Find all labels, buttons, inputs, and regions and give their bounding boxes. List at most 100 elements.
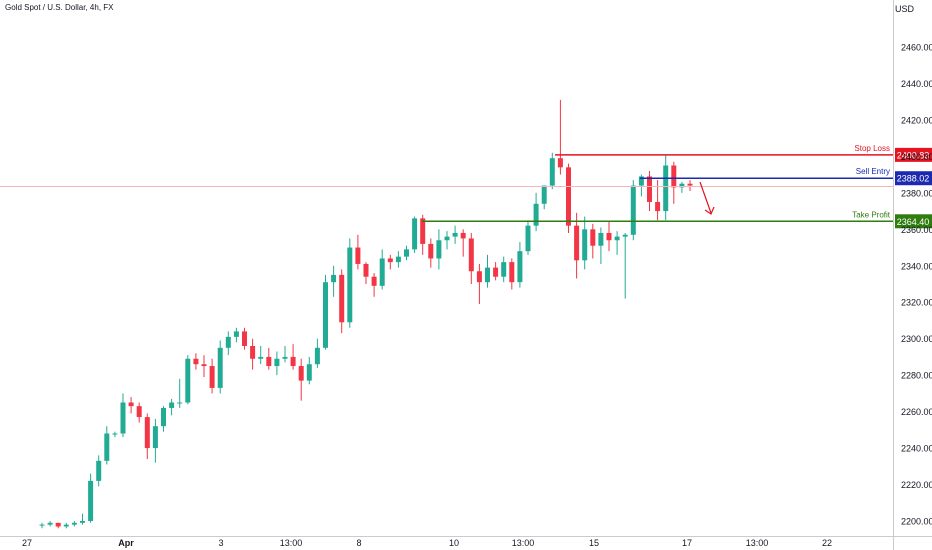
candle (371, 273, 377, 297)
y-tick-label: 2320.00 (901, 298, 932, 308)
candle-body (622, 234, 628, 237)
candle (63, 522, 69, 529)
candle-body (306, 364, 312, 381)
candle (306, 356, 312, 385)
candle-body (590, 229, 596, 246)
candle (404, 245, 409, 261)
candle-body (136, 406, 142, 418)
candle-body (161, 407, 166, 427)
candle (331, 265, 337, 297)
candle-body (436, 240, 442, 259)
candle-body (152, 426, 158, 449)
candle (209, 358, 215, 394)
sell-entry-price-tag (895, 171, 932, 186)
candle-body (242, 331, 247, 346)
candle-body (395, 256, 401, 263)
candle (444, 231, 450, 250)
y-tick-label: 2460.00 (901, 43, 932, 53)
candle-body (517, 251, 523, 283)
chart-title: Gold Spot / U.S. Dollar, 4h, FX (5, 3, 114, 12)
candles-layer (39, 99, 693, 529)
candle-body (177, 402, 183, 404)
candle (590, 223, 596, 259)
y-tick-label: 2440.00 (901, 79, 932, 89)
y-tick-label: 2240.00 (901, 444, 932, 454)
take-profit-price-tag (895, 214, 932, 229)
candle (541, 185, 547, 210)
candle-body (298, 366, 304, 381)
x-tick-label: Apr (118, 538, 134, 548)
candle-body (566, 167, 571, 226)
candle (460, 229, 466, 257)
candle (323, 274, 328, 350)
x-tick-label: 13:00 (512, 538, 535, 548)
candle-body (412, 218, 418, 250)
candle-body (233, 331, 239, 337)
candle-body (476, 271, 482, 283)
candle (557, 99, 563, 175)
candle-body (444, 236, 450, 241)
y-tick-label: 2340.00 (901, 261, 932, 271)
candle (47, 521, 53, 527)
x-tick-label: 10 (449, 538, 459, 548)
candle-body (509, 262, 515, 283)
candle (485, 254, 490, 288)
candle-body (549, 158, 555, 186)
candle-body (55, 522, 61, 527)
candle (347, 238, 353, 328)
candle (71, 521, 77, 527)
candle (493, 262, 499, 281)
candle-body (185, 358, 191, 403)
candle (647, 170, 652, 212)
x-tick-label: 27 (22, 538, 32, 548)
candle-body (468, 238, 474, 272)
candle-body (274, 358, 280, 367)
candle-body (630, 185, 636, 235)
candle (687, 180, 693, 192)
candle-body (266, 356, 272, 367)
candle-body (225, 336, 231, 348)
y-tick-label: 2380.00 (901, 188, 932, 198)
candle-body (557, 158, 563, 168)
candle-body (420, 218, 426, 244)
candle (144, 413, 150, 460)
candle-body (88, 480, 94, 521)
candle (509, 258, 515, 290)
candle-body (428, 243, 434, 259)
candle (671, 161, 677, 204)
candle-body (638, 176, 644, 186)
candle (679, 181, 685, 193)
y-tick-label: 2200.00 (901, 517, 932, 527)
candle (582, 216, 588, 270)
candle-body (460, 232, 466, 239)
candle (566, 163, 571, 233)
candle (152, 418, 158, 463)
candle-body (671, 165, 677, 188)
candle (80, 513, 85, 525)
candle (574, 212, 580, 279)
candle-body (258, 356, 264, 359)
candle (436, 229, 442, 270)
candle (468, 232, 474, 284)
candle (630, 180, 636, 241)
candle-body (371, 276, 377, 286)
y-tick-label: 2360.00 (901, 225, 932, 235)
take-profit-label: Take Profit (852, 210, 891, 219)
candle (258, 345, 264, 365)
sell-entry-price: 2388.02 (897, 174, 930, 184)
candle (161, 406, 166, 432)
y-tick-label: 2280.00 (901, 371, 932, 381)
candle-body (169, 402, 175, 408)
y-tick-label: 2420.00 (901, 115, 932, 125)
candle-body (339, 274, 345, 323)
candle (185, 355, 191, 405)
candle-body (104, 433, 110, 461)
x-tick-label: 13:00 (280, 538, 303, 548)
candle-body (679, 183, 685, 188)
stop-loss-price: 2400.83 (897, 150, 930, 160)
x-tick-label: 3 (218, 538, 223, 548)
y-tick-label: 2300.00 (901, 334, 932, 344)
currency-label: USD (894, 4, 914, 14)
candle-body (347, 247, 353, 323)
